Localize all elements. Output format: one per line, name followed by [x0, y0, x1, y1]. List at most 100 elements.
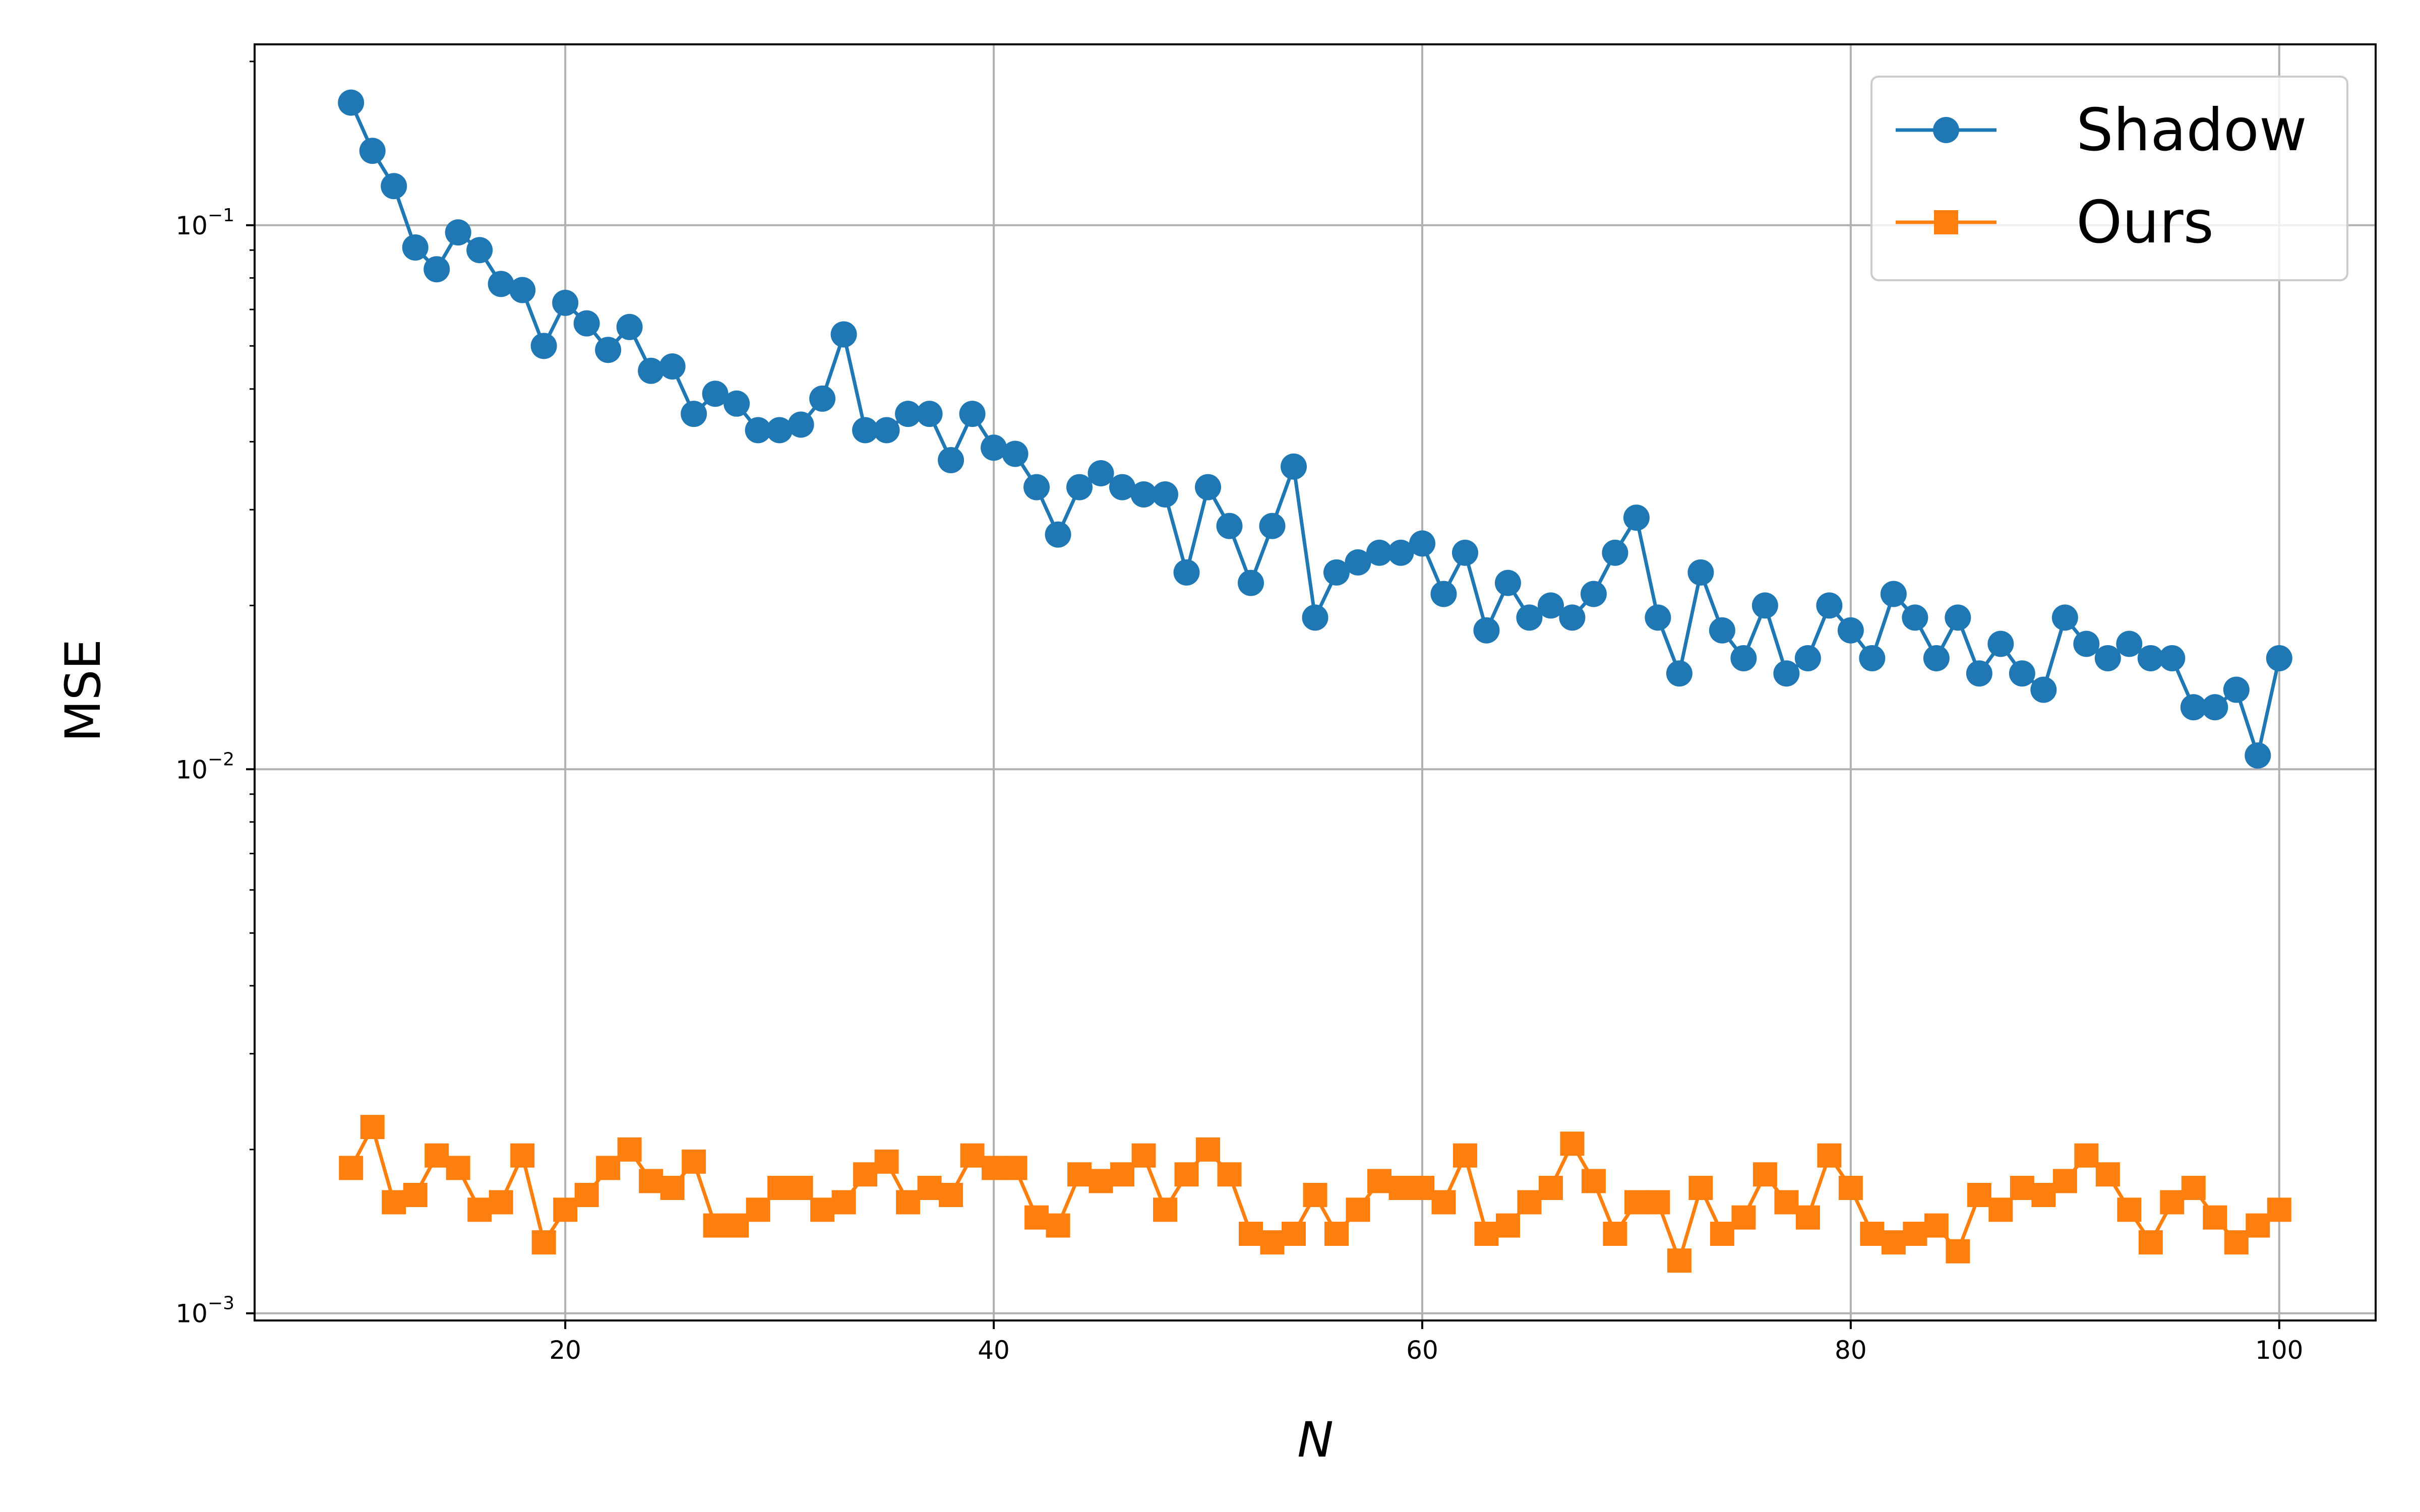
shadow-point — [1923, 645, 1950, 671]
shadow-point — [1751, 592, 1778, 619]
ours-point — [339, 1156, 364, 1180]
ours-point — [1453, 1143, 1477, 1168]
ours-point — [1860, 1221, 1885, 1246]
shadow-point — [2245, 742, 2271, 769]
ours-point — [682, 1149, 706, 1174]
ours-point — [2074, 1143, 2099, 1168]
ours-point — [1988, 1198, 2013, 1222]
ours-point — [1903, 1221, 1927, 1246]
ours-point — [1752, 1162, 1777, 1187]
shadow-point — [745, 417, 771, 444]
ours-point — [1517, 1190, 1542, 1215]
ours-point — [639, 1169, 663, 1193]
ours-point — [2117, 1198, 2142, 1222]
shadow-point — [1087, 460, 1114, 486]
ours-point — [831, 1190, 856, 1215]
shadow-point — [595, 337, 622, 363]
axes: 20 40 60 80 100 10−3 10−2 10−1 — [175, 60, 2303, 1365]
shadow-point — [1109, 474, 1136, 500]
ours-point — [1067, 1162, 1092, 1187]
ours-point — [1795, 1205, 1820, 1230]
shadow-point — [2094, 645, 2121, 671]
ours-point — [1388, 1175, 1413, 1200]
series-shadow — [338, 89, 2292, 769]
shadow-point — [1902, 604, 1928, 631]
shadow-point — [1045, 521, 1071, 548]
shadow-point — [1773, 660, 1800, 687]
legend: Shadow Ours — [1870, 76, 2348, 281]
ours-point — [1495, 1213, 1520, 1238]
shadow-point — [1516, 604, 1543, 631]
shadow-point — [381, 173, 407, 200]
shadow-point — [2180, 694, 2207, 721]
ours-point — [1410, 1175, 1434, 1200]
ours-point — [1946, 1239, 1970, 1264]
shadow-point — [1451, 539, 1478, 566]
shadow-point — [702, 381, 729, 407]
shadow-point — [2030, 676, 2057, 703]
shadow-point — [959, 401, 986, 427]
shadow-point — [873, 417, 900, 444]
ours-point — [1367, 1169, 1392, 1193]
ours-point — [1667, 1248, 1691, 1273]
y-tick-label: 10−3 — [175, 1293, 234, 1329]
shadow-point — [338, 89, 365, 116]
shadow-point — [788, 411, 814, 438]
ours-point — [1924, 1213, 1949, 1238]
shadow-point — [1387, 539, 1414, 566]
shadow-point — [2223, 676, 2250, 703]
shadow-point — [466, 237, 493, 264]
ours-point — [382, 1190, 406, 1215]
shadow-point — [424, 256, 450, 283]
shadow-point — [638, 357, 664, 384]
ours-point — [2031, 1182, 2056, 1207]
legend-label: Ours — [2076, 188, 2214, 257]
shadow-point — [1859, 645, 1886, 671]
ours-point — [1153, 1198, 1178, 1222]
shadow-point — [895, 401, 922, 427]
ours-point — [1967, 1182, 1991, 1207]
shadow-point — [402, 234, 429, 261]
x-tick-label: 100 — [2255, 1336, 2303, 1365]
ours-point — [746, 1198, 770, 1222]
ours-point — [660, 1175, 685, 1200]
ours-point — [853, 1162, 878, 1187]
shadow-point — [809, 385, 836, 412]
ours-point — [1174, 1162, 1199, 1187]
ours-point — [596, 1156, 621, 1180]
shadow-point — [2116, 631, 2143, 657]
shadow-point — [1945, 604, 1971, 631]
ours-point — [982, 1156, 1006, 1180]
shadow-point — [1002, 440, 1028, 467]
ours-point — [553, 1198, 578, 1222]
shadow-point — [1537, 592, 1564, 619]
shadow-point — [1666, 660, 1692, 687]
ours-point — [360, 1115, 385, 1140]
shadow-point — [1473, 617, 1500, 644]
legend-label: Shadow — [2076, 96, 2307, 164]
ours-point — [1431, 1190, 1456, 1215]
shadow-point — [938, 447, 964, 473]
shadow-point — [1623, 505, 1650, 531]
ours-point — [1817, 1143, 1842, 1168]
shadow-point — [509, 277, 536, 303]
shadow-point — [1687, 559, 1714, 586]
ours-point — [1324, 1221, 1349, 1246]
legend-entries: Shadow Ours — [1896, 96, 2307, 257]
ours-point — [1282, 1221, 1306, 1246]
ours-point — [467, 1198, 492, 1222]
ours-point — [2246, 1213, 2270, 1238]
ours-point — [2203, 1205, 2227, 1230]
x-tick-label: 60 — [1406, 1336, 1438, 1365]
ours-point — [1881, 1230, 1906, 1255]
shadow-point — [723, 390, 750, 417]
shadow-point — [445, 219, 471, 246]
ours-point — [2138, 1230, 2163, 1255]
shadow-point — [766, 417, 793, 444]
y-tick-label: 10−1 — [175, 205, 234, 240]
shadow-point — [1580, 581, 1607, 607]
shadow-point — [1730, 645, 1757, 671]
shadow-point — [681, 401, 707, 427]
ours-point — [1003, 1156, 1027, 1180]
